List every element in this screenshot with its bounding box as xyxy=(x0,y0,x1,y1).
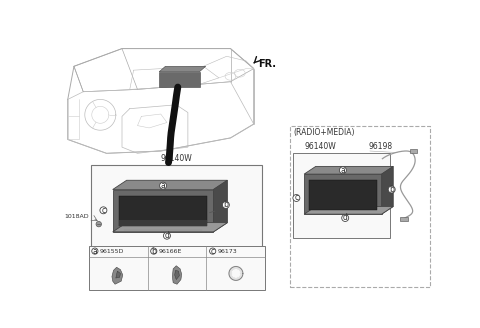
Circle shape xyxy=(151,248,157,254)
Text: b: b xyxy=(151,247,156,256)
Text: 96155D: 96155D xyxy=(99,249,124,254)
Polygon shape xyxy=(172,266,181,284)
Circle shape xyxy=(210,248,216,254)
Circle shape xyxy=(164,232,170,239)
Polygon shape xyxy=(159,72,200,87)
Text: 1018AD: 1018AD xyxy=(65,214,89,219)
Text: 96140W: 96140W xyxy=(160,154,192,163)
Bar xyxy=(119,219,207,226)
Bar xyxy=(409,150,417,153)
Text: b: b xyxy=(389,185,394,194)
Text: a: a xyxy=(340,166,345,175)
Bar xyxy=(119,196,207,226)
Circle shape xyxy=(92,248,98,254)
Polygon shape xyxy=(232,270,240,277)
Polygon shape xyxy=(382,166,393,214)
Polygon shape xyxy=(304,206,393,214)
Text: 96140W: 96140W xyxy=(304,142,336,151)
Circle shape xyxy=(222,201,229,208)
Polygon shape xyxy=(116,271,120,278)
Circle shape xyxy=(388,186,395,193)
Text: a: a xyxy=(93,247,97,256)
Text: (RADIO+MEDIA): (RADIO+MEDIA) xyxy=(293,128,355,137)
Polygon shape xyxy=(214,180,228,232)
Polygon shape xyxy=(159,66,206,72)
Text: d: d xyxy=(343,214,348,222)
Polygon shape xyxy=(113,190,214,232)
Polygon shape xyxy=(304,174,382,214)
Bar xyxy=(309,180,377,210)
Bar xyxy=(400,217,408,221)
Bar xyxy=(290,126,430,287)
Polygon shape xyxy=(175,270,180,279)
Bar xyxy=(91,165,262,250)
Text: c: c xyxy=(101,206,106,215)
Text: b: b xyxy=(223,200,228,209)
Circle shape xyxy=(100,207,107,214)
Circle shape xyxy=(339,167,347,174)
Polygon shape xyxy=(113,223,228,232)
Polygon shape xyxy=(112,267,123,284)
Circle shape xyxy=(342,215,348,221)
Text: 96173: 96173 xyxy=(217,249,237,254)
Text: 96198: 96198 xyxy=(369,142,393,152)
Bar xyxy=(293,153,390,238)
Polygon shape xyxy=(229,267,243,280)
Text: FR.: FR. xyxy=(258,59,276,69)
Text: c: c xyxy=(211,247,215,256)
Circle shape xyxy=(293,195,300,201)
Circle shape xyxy=(96,221,101,227)
Circle shape xyxy=(159,182,167,189)
Polygon shape xyxy=(304,166,393,174)
Text: d: d xyxy=(165,231,169,240)
Polygon shape xyxy=(113,180,228,190)
Text: a: a xyxy=(161,181,166,190)
Text: 96166E: 96166E xyxy=(158,249,182,254)
Bar xyxy=(89,246,265,290)
Text: c: c xyxy=(294,194,299,202)
